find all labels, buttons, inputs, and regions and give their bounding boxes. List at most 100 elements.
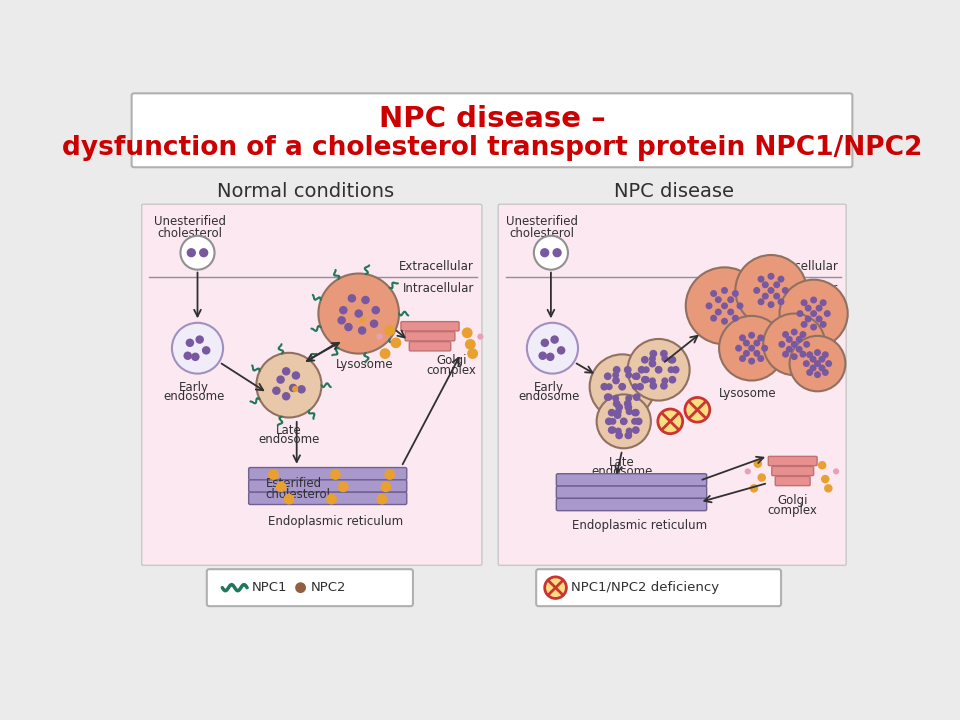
Circle shape	[605, 418, 612, 426]
Circle shape	[196, 336, 204, 344]
Circle shape	[635, 418, 642, 426]
Circle shape	[372, 306, 380, 315]
Circle shape	[715, 296, 722, 303]
Circle shape	[292, 386, 299, 392]
Circle shape	[806, 351, 813, 358]
Circle shape	[762, 282, 769, 288]
Circle shape	[748, 332, 756, 338]
Circle shape	[685, 397, 709, 422]
Circle shape	[384, 325, 396, 336]
Circle shape	[632, 383, 638, 390]
Circle shape	[183, 351, 192, 360]
Circle shape	[632, 426, 639, 434]
Circle shape	[625, 395, 633, 402]
Circle shape	[822, 351, 828, 358]
FancyBboxPatch shape	[557, 474, 707, 486]
Circle shape	[462, 328, 472, 338]
Circle shape	[754, 287, 760, 294]
Circle shape	[615, 403, 623, 411]
Circle shape	[804, 305, 811, 312]
Circle shape	[606, 383, 612, 390]
Circle shape	[641, 376, 649, 384]
Circle shape	[809, 356, 817, 363]
Circle shape	[348, 294, 356, 302]
Circle shape	[282, 392, 291, 400]
FancyBboxPatch shape	[249, 492, 407, 505]
Circle shape	[685, 267, 763, 344]
Circle shape	[185, 338, 194, 347]
Circle shape	[370, 320, 378, 328]
Circle shape	[739, 355, 746, 362]
Circle shape	[643, 366, 650, 373]
Circle shape	[289, 384, 298, 392]
Text: Endoplasmic reticulum: Endoplasmic reticulum	[268, 515, 403, 528]
Circle shape	[804, 315, 811, 323]
Circle shape	[800, 351, 806, 358]
Circle shape	[632, 373, 638, 380]
Text: cholesterol: cholesterol	[157, 227, 223, 240]
Circle shape	[710, 290, 717, 297]
Circle shape	[791, 328, 798, 336]
Text: NPC1/NPC2 deficiency: NPC1/NPC2 deficiency	[571, 581, 719, 594]
Circle shape	[814, 349, 821, 356]
Text: cholesterol: cholesterol	[509, 227, 574, 240]
Circle shape	[816, 305, 823, 312]
Circle shape	[544, 577, 566, 598]
Circle shape	[824, 484, 832, 492]
Text: NPC1: NPC1	[252, 581, 287, 594]
Circle shape	[319, 274, 399, 354]
Circle shape	[660, 382, 668, 390]
Circle shape	[667, 366, 675, 373]
Circle shape	[632, 409, 639, 416]
Circle shape	[172, 323, 223, 374]
Circle shape	[606, 394, 612, 400]
FancyBboxPatch shape	[142, 204, 482, 565]
Text: endosome: endosome	[258, 433, 320, 446]
Circle shape	[778, 276, 784, 282]
Circle shape	[465, 339, 476, 350]
Circle shape	[667, 356, 675, 364]
Circle shape	[379, 348, 391, 359]
Circle shape	[786, 346, 793, 353]
Circle shape	[391, 338, 401, 348]
Circle shape	[359, 317, 366, 323]
Circle shape	[710, 315, 717, 322]
Circle shape	[810, 310, 817, 317]
Circle shape	[791, 354, 798, 360]
Circle shape	[612, 377, 620, 384]
Circle shape	[256, 353, 322, 418]
Circle shape	[358, 326, 367, 335]
Text: Late: Late	[610, 456, 636, 469]
Circle shape	[660, 350, 668, 358]
Text: Lysosome: Lysosome	[336, 359, 394, 372]
Circle shape	[822, 369, 828, 376]
Circle shape	[620, 418, 628, 426]
Circle shape	[643, 376, 650, 383]
Text: cholesterol: cholesterol	[266, 488, 330, 501]
Circle shape	[337, 316, 346, 325]
Text: Normal conditions: Normal conditions	[217, 181, 395, 201]
Text: endosome: endosome	[163, 390, 225, 402]
FancyBboxPatch shape	[401, 322, 459, 331]
Circle shape	[821, 475, 829, 483]
Circle shape	[608, 426, 615, 434]
Text: Golgi: Golgi	[778, 495, 808, 508]
Text: endosome: endosome	[517, 390, 579, 402]
Circle shape	[748, 345, 756, 351]
Circle shape	[767, 287, 775, 294]
Circle shape	[540, 338, 549, 347]
Circle shape	[354, 310, 363, 318]
FancyBboxPatch shape	[772, 467, 814, 476]
Circle shape	[779, 341, 785, 348]
Circle shape	[820, 321, 827, 328]
FancyBboxPatch shape	[537, 570, 781, 606]
Text: Extracellular: Extracellular	[399, 260, 474, 273]
Circle shape	[624, 366, 632, 374]
Circle shape	[754, 350, 760, 357]
Circle shape	[199, 248, 208, 257]
Circle shape	[757, 276, 764, 282]
Circle shape	[735, 345, 742, 351]
Circle shape	[637, 366, 645, 374]
Circle shape	[468, 348, 478, 359]
FancyBboxPatch shape	[557, 486, 707, 498]
